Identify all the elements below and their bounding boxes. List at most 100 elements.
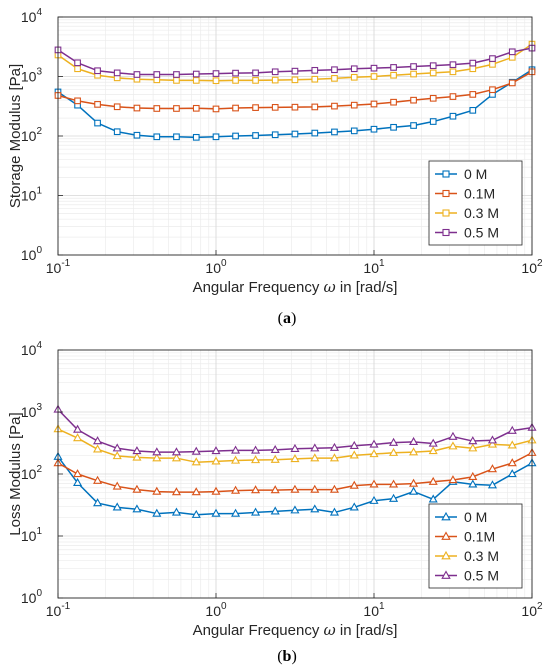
legend-marker bbox=[441, 550, 451, 560]
data-point bbox=[390, 123, 397, 131]
x-tick-label: 100 bbox=[205, 601, 227, 619]
data-point bbox=[133, 104, 141, 112]
data-point bbox=[191, 446, 201, 455]
data-point bbox=[251, 455, 261, 464]
data-point bbox=[369, 495, 379, 504]
data-point bbox=[329, 484, 339, 493]
legend-marker bbox=[441, 570, 451, 579]
data-point bbox=[73, 477, 83, 486]
data-point bbox=[390, 64, 397, 71]
data-point bbox=[270, 454, 280, 463]
data-point bbox=[448, 431, 458, 440]
data-point bbox=[232, 69, 239, 77]
y-tick-label: 102 bbox=[21, 126, 43, 144]
data-point bbox=[192, 77, 200, 84]
data-point bbox=[132, 452, 142, 461]
data-point bbox=[428, 494, 438, 503]
data-point bbox=[410, 122, 417, 129]
panel-caption: (b) bbox=[277, 648, 297, 665]
data-point bbox=[232, 77, 239, 84]
data-point bbox=[487, 464, 497, 473]
data-point bbox=[350, 127, 358, 135]
data-point bbox=[410, 70, 417, 78]
data-point bbox=[152, 453, 162, 462]
data-point bbox=[507, 458, 517, 467]
data-point bbox=[469, 65, 477, 73]
data-point bbox=[173, 71, 180, 78]
legend-marker bbox=[441, 511, 451, 521]
data-point bbox=[153, 105, 161, 112]
data-point bbox=[429, 118, 437, 125]
data-point bbox=[73, 424, 83, 433]
data-point bbox=[409, 478, 419, 487]
data-point bbox=[448, 441, 458, 450]
data-point bbox=[429, 69, 437, 77]
data-point bbox=[409, 447, 419, 456]
data-point bbox=[290, 443, 300, 452]
data-point bbox=[370, 64, 378, 72]
data-point bbox=[449, 68, 457, 76]
data-point bbox=[94, 67, 101, 75]
data-point bbox=[370, 125, 378, 133]
data-point bbox=[112, 443, 122, 452]
data-point bbox=[469, 106, 477, 114]
y-tick-label: 101 bbox=[21, 186, 43, 204]
data-point bbox=[489, 61, 496, 68]
x-tick-label: 10-1 bbox=[46, 258, 71, 276]
data-point bbox=[152, 486, 162, 495]
data-point bbox=[171, 487, 181, 496]
data-point bbox=[349, 480, 359, 489]
data-point bbox=[270, 506, 280, 515]
y-tick-label: 103 bbox=[21, 67, 43, 85]
data-point bbox=[291, 103, 299, 111]
data-point bbox=[74, 59, 81, 67]
data-point bbox=[311, 75, 319, 83]
data-point bbox=[231, 485, 241, 494]
data-point bbox=[133, 131, 141, 139]
data-point bbox=[350, 101, 358, 109]
data-point bbox=[508, 53, 516, 61]
x-axis-label: Angular Frequency ω in [rad/s] bbox=[193, 278, 398, 296]
data-point bbox=[468, 479, 478, 488]
data-point bbox=[310, 443, 320, 452]
data-point bbox=[429, 62, 437, 70]
legend-entry-label: 0.3 M bbox=[464, 205, 499, 221]
data-point bbox=[252, 69, 259, 77]
x-tick-label: 10-1 bbox=[46, 601, 71, 619]
data-point bbox=[93, 436, 103, 445]
data-point bbox=[271, 76, 279, 84]
data-point bbox=[331, 128, 338, 136]
data-point bbox=[270, 444, 280, 454]
data-point bbox=[310, 484, 320, 493]
data-point bbox=[349, 440, 359, 449]
data-point bbox=[191, 457, 201, 466]
data-point bbox=[291, 76, 299, 84]
data-point bbox=[449, 61, 457, 69]
x-tick-label: 101 bbox=[363, 258, 385, 276]
data-point bbox=[232, 104, 239, 112]
data-point bbox=[290, 505, 300, 514]
x-tick-label: 101 bbox=[363, 601, 385, 619]
data-point bbox=[132, 484, 142, 493]
legend: 0 M 0.1M 0.3 M 0.5 M bbox=[428, 160, 523, 246]
data-point bbox=[508, 48, 516, 56]
data-point bbox=[350, 65, 358, 73]
data-point bbox=[468, 443, 478, 452]
data-point bbox=[389, 479, 399, 488]
data-point bbox=[349, 502, 359, 511]
data-point bbox=[369, 479, 379, 488]
data-point bbox=[449, 112, 457, 120]
y-tick-label: 102 bbox=[21, 464, 43, 482]
data-point bbox=[370, 73, 378, 80]
legend-marker bbox=[441, 531, 451, 540]
data-point bbox=[290, 484, 300, 493]
data-point bbox=[389, 493, 399, 502]
y-axis-label: Loss Modulus [Pa] bbox=[7, 412, 24, 535]
legend-marker bbox=[442, 170, 450, 178]
data-point bbox=[73, 469, 83, 478]
data-point bbox=[310, 504, 320, 513]
data-point bbox=[231, 508, 241, 517]
data-point bbox=[252, 132, 259, 139]
data-point bbox=[112, 502, 122, 511]
